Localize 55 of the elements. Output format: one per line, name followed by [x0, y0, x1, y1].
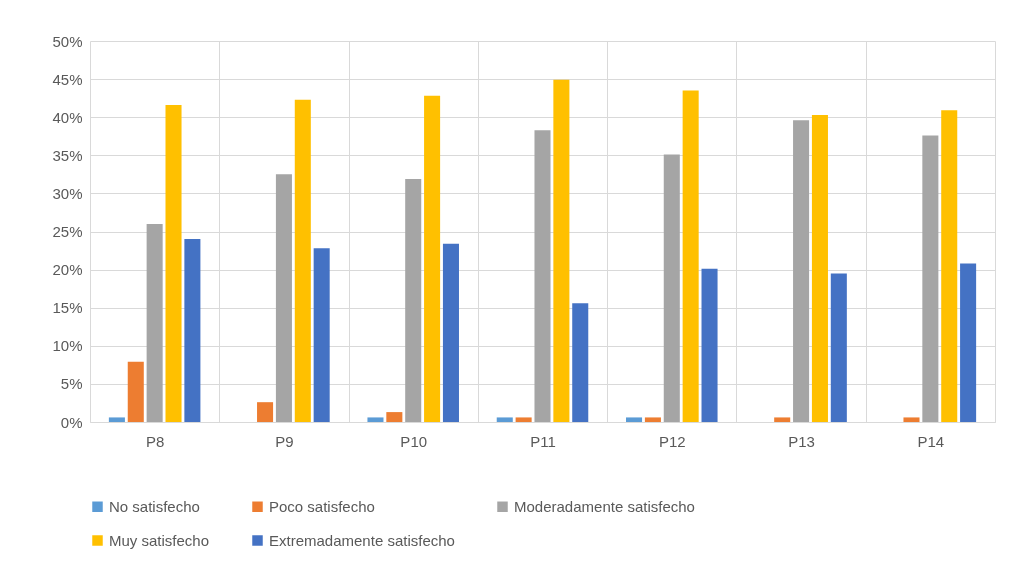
- y-tick-label: 5%: [60, 375, 83, 393]
- legend-label: No satisfecho: [109, 497, 200, 515]
- bar: [793, 120, 810, 422]
- bar: [534, 130, 551, 422]
- bar: [663, 154, 680, 422]
- bar: [626, 417, 643, 422]
- bar: [386, 412, 403, 422]
- bar: [424, 95, 441, 422]
- bar: [553, 79, 570, 422]
- y-tick-label: 0%: [60, 413, 83, 431]
- legend-label: Muy satisfecho: [109, 531, 210, 549]
- bar: [165, 105, 182, 422]
- legend-label: Moderadamente satisfecho: [514, 497, 695, 515]
- bar: [572, 303, 589, 422]
- bar: [313, 248, 330, 422]
- y-tick-label: 50%: [52, 32, 83, 50]
- bar: [682, 90, 699, 422]
- y-tick-label: 40%: [52, 108, 83, 126]
- bar: [701, 268, 718, 422]
- bar: [941, 110, 958, 422]
- y-tick-label: 25%: [52, 223, 83, 240]
- bar: [496, 417, 513, 422]
- bar: [405, 178, 422, 422]
- bar: [257, 402, 274, 422]
- x-tick-label: P12: [658, 432, 686, 450]
- bar: [811, 114, 828, 422]
- y-tick-label: 10%: [52, 337, 83, 355]
- x-tick-label: P10: [400, 432, 428, 450]
- bar: [903, 417, 920, 422]
- bar: [146, 223, 163, 422]
- y-tick-label: 15%: [52, 299, 83, 317]
- bar: [127, 361, 144, 422]
- x-tick-label: P13: [788, 432, 815, 450]
- bar: [922, 135, 939, 422]
- y-tick-label: 20%: [52, 261, 83, 279]
- bar: [294, 99, 311, 422]
- bar: [774, 417, 791, 422]
- bar: [275, 174, 292, 422]
- y-tick-label: 35%: [52, 146, 83, 164]
- bar: [442, 243, 459, 422]
- x-tick-label: P11: [530, 432, 556, 450]
- legend-label: Extremadamente satisfecho: [269, 531, 455, 549]
- bar: [184, 239, 201, 422]
- bar: [108, 417, 125, 422]
- bar: [960, 263, 977, 422]
- x-tick-label: P9: [275, 432, 294, 450]
- bar: [830, 273, 847, 422]
- y-tick-label: 45%: [52, 70, 83, 88]
- bar: [644, 417, 661, 422]
- x-tick-label: P8: [145, 432, 165, 450]
- bar: [367, 417, 384, 422]
- bar: [515, 417, 532, 422]
- legend-label: Poco satisfecho: [269, 497, 375, 515]
- y-tick-label: 30%: [52, 184, 83, 202]
- x-tick-label: P14: [917, 432, 945, 450]
